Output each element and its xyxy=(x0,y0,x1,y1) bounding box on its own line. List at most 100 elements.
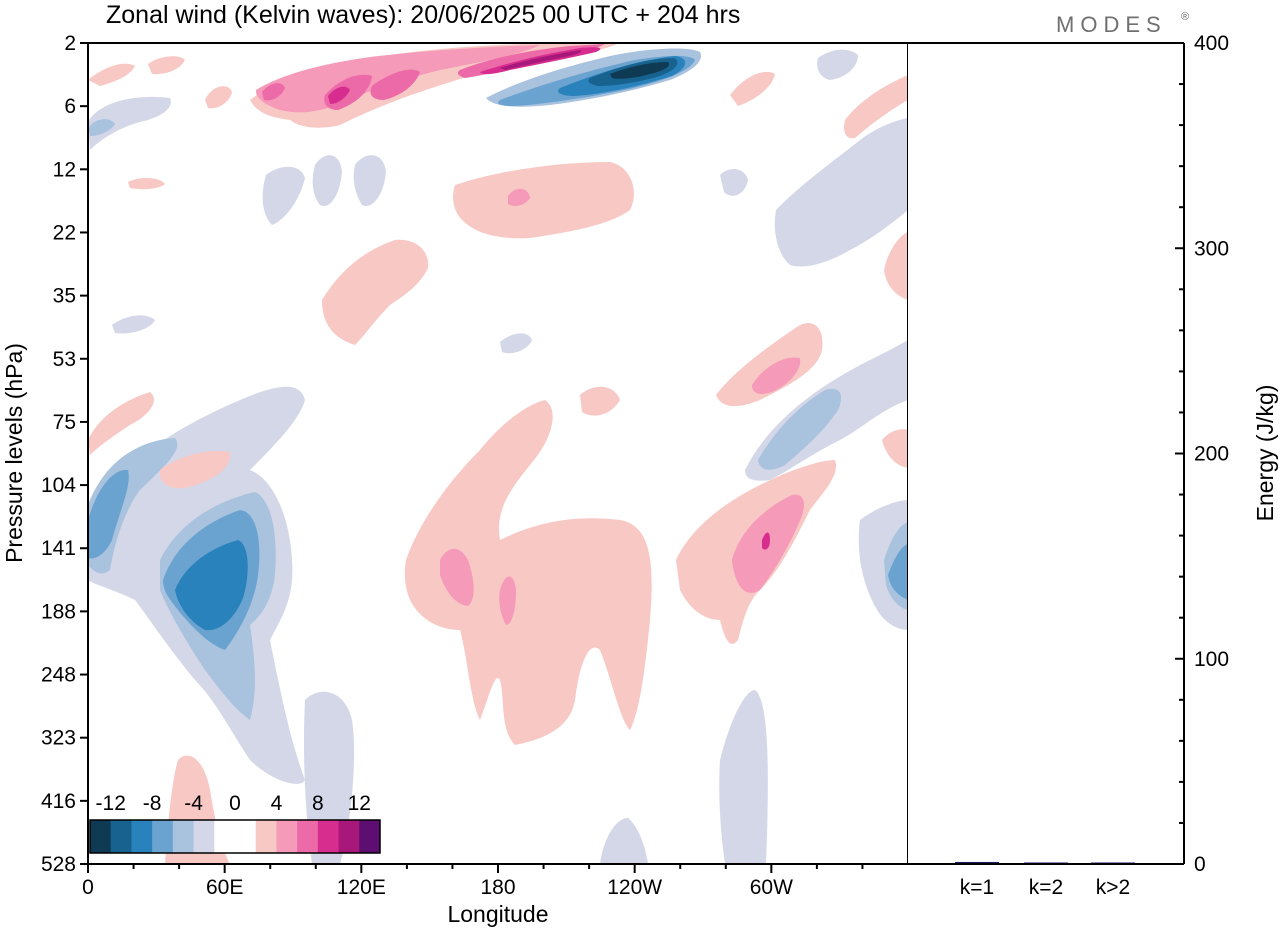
heatmap-panel: 2 6 12 22 35 53 75 104 141 188 248 323 416 528 0 60E 12… xyxy=(1,32,909,927)
positive-anomaly-region xyxy=(453,162,634,239)
colorbar-swatches xyxy=(90,820,381,853)
colorbar-swatch xyxy=(90,820,112,853)
negative-anomaly-region xyxy=(774,118,908,267)
positive-anomaly-region xyxy=(716,322,823,407)
longitude-tick-label: 60W xyxy=(750,876,793,899)
energy-plot-area xyxy=(908,43,1184,864)
negative-anomaly-region xyxy=(88,96,171,150)
negative-anomaly-region xyxy=(262,166,305,225)
negative-anomaly-region xyxy=(758,388,842,470)
colorbar-label: -12 xyxy=(96,792,126,815)
energy-tick-label: 300 xyxy=(1194,237,1229,260)
energy-bar xyxy=(955,861,999,864)
longitude-tick-label: 120W xyxy=(607,876,662,899)
pressure-tick-label: 12 xyxy=(53,158,76,181)
chart-title: Zonal wind (Kelvin waves): 20/06/2025 00… xyxy=(106,1,740,29)
wavenumber-axis: k=1 k=2 k>2 xyxy=(960,876,1130,899)
positive-anomaly-region xyxy=(884,232,908,300)
pressure-tick-label: 416 xyxy=(41,790,76,813)
wavenumber-label: k=1 xyxy=(960,876,994,899)
pressure-tick-label: 75 xyxy=(53,411,76,434)
longitude-tick-label: 180 xyxy=(480,876,515,899)
colorbar-swatch xyxy=(255,820,277,853)
positive-anomaly-region xyxy=(328,86,350,104)
colorbar-labels: -12 -8 -4 0 4 8 12 xyxy=(96,792,371,815)
positive-anomaly-region xyxy=(730,71,775,106)
colorbar-swatch xyxy=(152,820,174,853)
colorbar-label: 12 xyxy=(348,792,371,815)
positive-anomaly-region xyxy=(580,386,620,416)
negative-anomaly-region xyxy=(353,155,386,206)
energy-axis: 0 100 200 300 400 xyxy=(1175,32,1229,876)
positive-anomaly-region xyxy=(440,548,474,606)
negative-anomaly-region xyxy=(112,315,155,334)
positive-anomaly-region xyxy=(500,50,582,70)
wind-contours xyxy=(88,43,908,864)
colorbar-label: 0 xyxy=(229,792,241,815)
y-axis-label: Pressure levels (hPa) xyxy=(1,343,27,563)
positive-anomaly-region xyxy=(762,532,770,550)
pressure-tick-label: 323 xyxy=(41,727,76,750)
pressure-axis: 2 6 12 22 35 53 75 104 141 188 248 323 416 528 xyxy=(41,32,88,876)
colorbar-swatch xyxy=(359,820,381,853)
longitude-tick-label: 120E xyxy=(337,876,386,899)
negative-anomaly-region xyxy=(610,62,670,79)
x-axis-label: Longitude xyxy=(447,901,548,927)
positive-anomaly-region xyxy=(88,392,154,455)
colorbar-swatch xyxy=(276,820,298,853)
positive-anomaly-region xyxy=(262,83,285,101)
colorbar-swatch xyxy=(131,820,153,853)
pressure-tick-label: 6 xyxy=(64,95,76,118)
pressure-tick-label: 248 xyxy=(41,664,76,687)
pressure-tick-label: 104 xyxy=(41,474,76,497)
negative-anomaly-region xyxy=(600,818,648,864)
energy-tick-label: 400 xyxy=(1194,32,1229,55)
colorbar-swatch xyxy=(338,820,360,853)
positive-anomaly-region xyxy=(322,239,429,345)
energy-tick-label: 200 xyxy=(1194,443,1229,466)
positive-anomaly-region xyxy=(205,86,232,109)
pressure-tick-label: 188 xyxy=(41,600,76,623)
negative-anomaly-region xyxy=(888,544,908,600)
colorbar-swatch xyxy=(235,820,257,853)
colorbar: -12 -8 -4 0 4 8 12 xyxy=(89,792,381,854)
pressure-tick-label: 35 xyxy=(53,285,76,308)
negative-anomaly-region xyxy=(312,155,342,206)
colorbar-label: -4 xyxy=(184,792,203,815)
longitude-tick-label: 60E xyxy=(206,876,243,899)
longitude-tick-label: 0 xyxy=(82,876,94,899)
negative-anomaly-region xyxy=(88,469,129,559)
colorbar-swatch xyxy=(317,820,340,853)
longitude-axis: 0 60E 120E 180 120W 60W xyxy=(82,864,864,899)
positive-anomaly-region xyxy=(508,188,530,206)
positive-anomaly-region xyxy=(159,450,231,489)
pressure-tick-label: 528 xyxy=(41,853,76,876)
colorbar-label: -8 xyxy=(143,792,162,815)
negative-anomaly-region xyxy=(719,690,768,864)
energy-tick-label: 0 xyxy=(1194,853,1206,876)
energy-tick-label: 100 xyxy=(1194,648,1229,671)
logo-registered-mark: ® xyxy=(1181,11,1189,23)
colorbar-swatch xyxy=(172,820,195,853)
negative-anomaly-region xyxy=(175,540,248,631)
colorbar-frame xyxy=(89,819,381,854)
pressure-tick-label: 2 xyxy=(64,32,76,55)
wavenumber-label: k>2 xyxy=(1096,876,1130,899)
colorbar-label: 4 xyxy=(271,792,283,815)
positive-anomaly-region xyxy=(88,63,135,86)
positive-anomaly-region xyxy=(882,429,908,468)
energy-axis-label: Energy (J/kg) xyxy=(1252,385,1278,522)
modes-logo: MODES xyxy=(1056,12,1167,37)
negative-anomaly-region xyxy=(88,119,115,136)
pressure-tick-label: 22 xyxy=(53,221,76,244)
positive-anomaly-region xyxy=(128,178,165,190)
colorbar-swatch xyxy=(214,820,236,853)
positive-anomaly-region xyxy=(752,357,801,394)
negative-anomaly-region xyxy=(817,49,858,80)
positive-anomaly-region xyxy=(148,56,185,75)
negative-anomaly-region xyxy=(720,168,748,196)
energy-panel: 0 100 200 300 400 k=1 k=2 k>2 Energy (J/kg) xyxy=(908,32,1278,899)
pressure-tick-label: 53 xyxy=(53,348,76,371)
colorbar-label: 8 xyxy=(312,792,324,815)
